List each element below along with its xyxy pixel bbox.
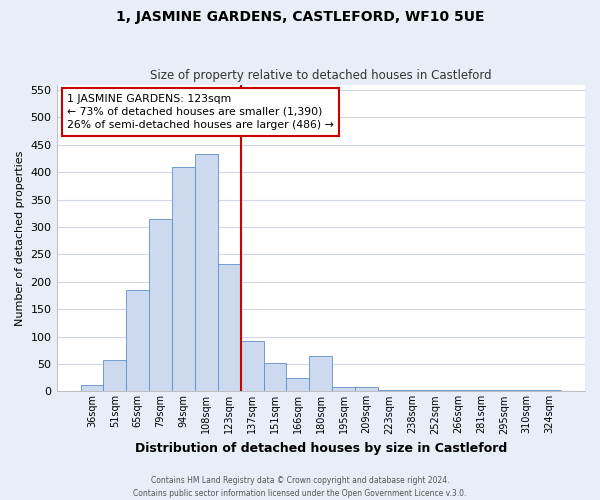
Bar (515, 390, 538, 392)
Bar (286, 378, 310, 392)
Bar (538, 390, 561, 392)
Bar (103, 360, 127, 392)
Title: Size of property relative to detached houses in Castleford: Size of property relative to detached ho… (150, 69, 491, 82)
X-axis label: Distribution of detached houses by size in Castleford: Distribution of detached houses by size … (134, 442, 507, 455)
Bar (310, 356, 332, 392)
Bar (149, 219, 172, 392)
Bar (172, 166, 195, 392)
Bar (218, 264, 241, 392)
Bar (378, 390, 401, 392)
Bar (241, 341, 263, 392)
Text: Contains HM Land Registry data © Crown copyright and database right 2024.
Contai: Contains HM Land Registry data © Crown c… (133, 476, 467, 498)
Bar (493, 390, 515, 392)
Bar (401, 390, 424, 392)
Bar (195, 154, 218, 392)
Bar (263, 363, 286, 392)
Bar (469, 390, 493, 392)
Y-axis label: Number of detached properties: Number of detached properties (15, 150, 25, 326)
Bar (127, 290, 149, 392)
Bar (332, 387, 355, 392)
Bar (446, 390, 469, 392)
Bar (355, 387, 378, 392)
Bar (424, 390, 446, 392)
Text: 1, JASMINE GARDENS, CASTLEFORD, WF10 5UE: 1, JASMINE GARDENS, CASTLEFORD, WF10 5UE (116, 10, 484, 24)
Bar (80, 385, 103, 392)
Text: 1 JASMINE GARDENS: 123sqm
← 73% of detached houses are smaller (1,390)
26% of se: 1 JASMINE GARDENS: 123sqm ← 73% of detac… (67, 94, 334, 130)
